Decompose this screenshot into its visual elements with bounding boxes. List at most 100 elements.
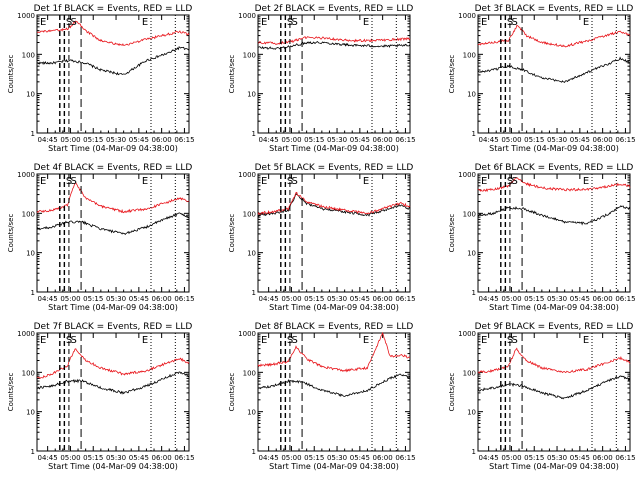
events-series-line <box>477 375 631 400</box>
y-tick-label: 100 <box>463 51 476 59</box>
y-tick-label: 10 <box>26 91 35 99</box>
marker-label: S <box>511 335 517 346</box>
plot-frame <box>257 332 411 452</box>
lld-series-line <box>257 36 411 45</box>
lld-series-line <box>477 347 631 374</box>
x-tick-label: 05:15 <box>304 454 324 462</box>
y-tick-label: 1 <box>472 448 476 456</box>
y-tick-label: 1000 <box>238 330 256 338</box>
marker-label: S <box>287 17 293 28</box>
plot-frame <box>36 332 190 452</box>
x-tick-label: 05:30 <box>547 454 567 462</box>
x-tick-label: 05:15 <box>83 454 103 462</box>
panel-title: Det 4f BLACK = Events, RED = LLD <box>34 163 193 173</box>
x-axis-label: Start Time (04-Mar-09 04:38:00) <box>269 462 399 471</box>
panel-det-9: Det 9f BLACK = Events, RED = LLD 1 10 100 10… <box>448 322 636 471</box>
y-tick-label: 100 <box>243 51 256 59</box>
x-tick-label: 05:30 <box>547 295 567 303</box>
x-tick-label: 05:15 <box>304 136 324 144</box>
x-tick-label: 06:00 <box>152 295 172 303</box>
panel-det-4: Det 4f BLACK = Events, RED = LLD 1 10 100 10… <box>7 163 195 312</box>
lld-series-line <box>257 191 411 215</box>
x-axis-label: Start Time (04-Mar-09 04:38:00) <box>489 144 619 153</box>
y-axis-label: Counts/sec <box>448 214 456 253</box>
marker-label: E <box>363 17 369 28</box>
panel-title: Det 3f BLACK = Events, RED = LLD <box>475 4 634 14</box>
x-axis-label: Start Time (04-Mar-09 04:38:00) <box>48 462 178 471</box>
y-tick-label: 1000 <box>17 12 35 20</box>
x-axis-label: Start Time (04-Mar-09 04:38:00) <box>48 303 178 312</box>
plot-frame <box>477 14 631 134</box>
marker-label: E <box>40 335 46 346</box>
x-tick-label: 06:15 <box>395 454 415 462</box>
marker-label: S <box>511 176 517 187</box>
y-tick-label: 1 <box>31 130 35 138</box>
marker-label: S <box>287 335 293 346</box>
x-tick-label: 05:00 <box>281 136 301 144</box>
marker-label: E <box>40 176 46 187</box>
x-tick-label: 06:00 <box>152 136 172 144</box>
marker-label: E <box>583 176 589 187</box>
y-tick-label: 100 <box>243 210 256 218</box>
y-axis-label: Counts/sec <box>448 373 456 412</box>
marker-label: S <box>287 176 293 187</box>
y-tick-label: 10 <box>247 91 256 99</box>
x-tick-label: 05:30 <box>547 136 567 144</box>
marker-label: E <box>583 17 589 28</box>
marker-label: E <box>363 176 369 187</box>
y-tick-label: 100 <box>22 51 35 59</box>
y-axis-label: Counts/sec <box>228 373 236 412</box>
marker-label: S <box>70 17 76 28</box>
x-tick-label: 05:30 <box>327 295 347 303</box>
x-axis-label: Start Time (04-Mar-09 04:38:00) <box>489 303 619 312</box>
y-tick-label: 10 <box>467 250 476 258</box>
x-tick-label: 05:00 <box>501 295 521 303</box>
y-tick-label: 100 <box>243 369 256 377</box>
x-tick-label: 05:30 <box>106 295 126 303</box>
panel-title: Det 2f BLACK = Events, RED = LLD <box>255 4 414 14</box>
y-tick-label: 10 <box>26 409 35 417</box>
y-tick-label: 1000 <box>458 171 476 179</box>
y-tick-label: 10 <box>26 250 35 258</box>
marker-label: S <box>66 176 72 187</box>
x-tick-label: 05:00 <box>60 295 80 303</box>
y-tick-label: 10 <box>247 409 256 417</box>
marker-label: S <box>507 176 513 187</box>
panel-det-5: Det 5f BLACK = Events, RED = LLD 1 10 100 10… <box>228 163 416 312</box>
x-tick-label: 05:45 <box>350 454 370 462</box>
x-tick-label: 05:15 <box>524 295 544 303</box>
x-tick-label: 04:45 <box>259 295 279 303</box>
y-axis-label: Counts/sec <box>228 55 236 94</box>
y-tick-label: 100 <box>22 210 35 218</box>
panel-det-7: Det 7f BLACK = Events, RED = LLD 1 10 100 10… <box>7 322 195 471</box>
x-tick-label: 05:15 <box>524 454 544 462</box>
plot-frame <box>477 332 631 452</box>
x-tick-label: 06:00 <box>593 454 613 462</box>
y-axis-label: Counts/sec <box>228 214 236 253</box>
x-tick-label: 05:00 <box>281 454 301 462</box>
marker-label: S <box>291 335 297 346</box>
marker-label: E <box>583 335 589 346</box>
x-tick-label: 06:15 <box>395 136 415 144</box>
x-tick-label: 06:15 <box>615 454 635 462</box>
x-tick-label: 06:00 <box>373 454 393 462</box>
panel-title: Det 8f BLACK = Events, RED = LLD <box>255 322 414 332</box>
plot-frame <box>477 173 631 293</box>
marker-label: S <box>70 335 76 346</box>
y-tick-label: 100 <box>22 369 35 377</box>
marker-label: S <box>507 335 513 346</box>
x-tick-label: 05:45 <box>129 454 149 462</box>
panel-det-3: Det 3f BLACK = Events, RED = LLD 1 10 100 10… <box>448 4 636 153</box>
marker-label: S <box>507 17 513 28</box>
y-tick-label: 1000 <box>17 330 35 338</box>
x-tick-label: 04:45 <box>38 295 58 303</box>
y-tick-label: 1 <box>252 130 256 138</box>
panel-title: Det 6f BLACK = Events, RED = LLD <box>475 163 634 173</box>
y-tick-label: 1 <box>252 289 256 297</box>
y-tick-label: 1 <box>472 130 476 138</box>
events-series-line <box>477 205 631 226</box>
plot-frame <box>257 14 411 134</box>
x-tick-label: 06:15 <box>615 295 635 303</box>
y-tick-label: 100 <box>463 210 476 218</box>
